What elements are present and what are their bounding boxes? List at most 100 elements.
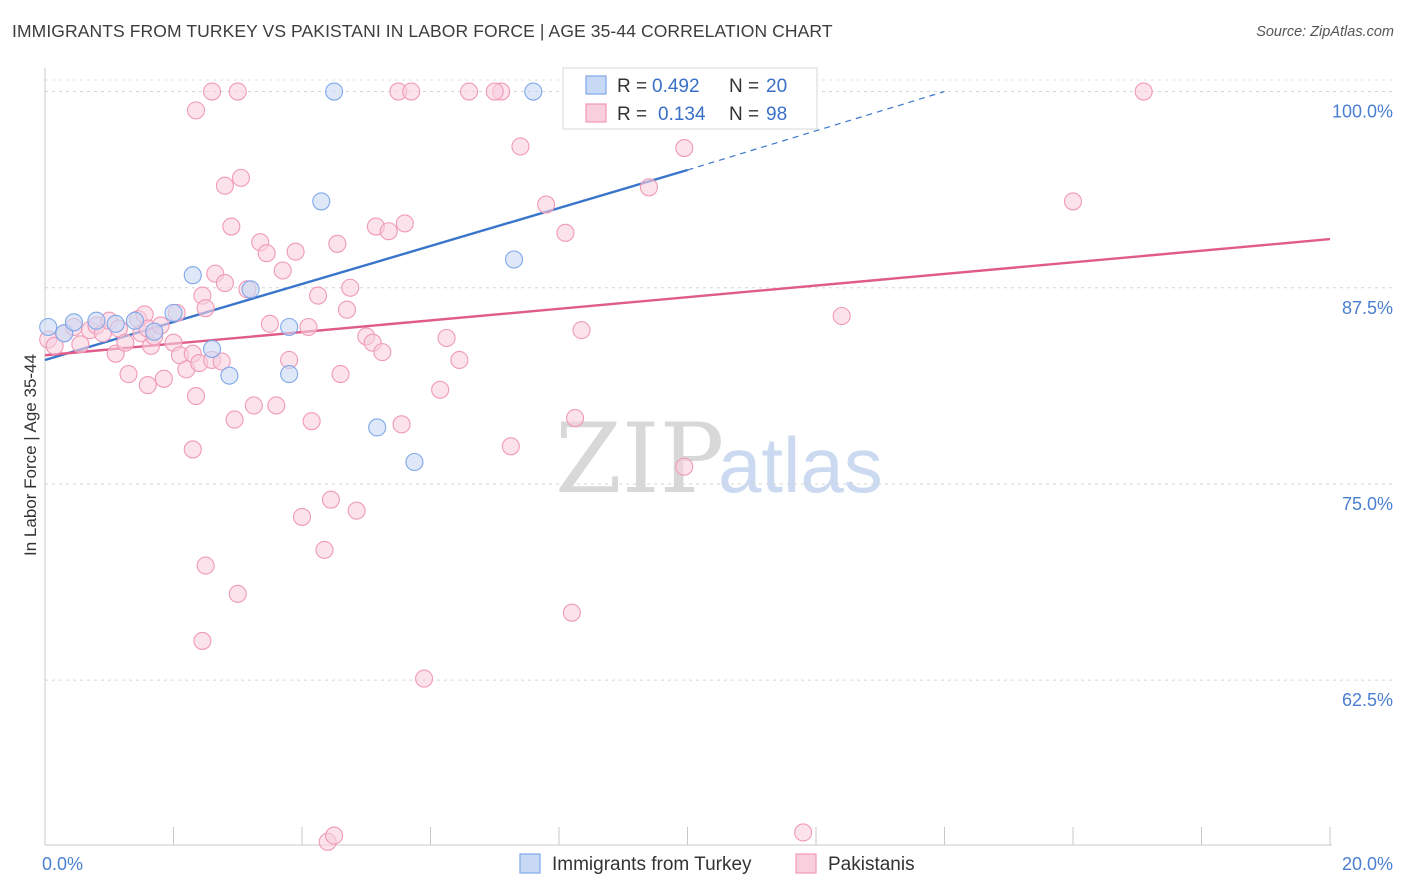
data-points [39,82,1153,851]
point-pakistanis-66 [450,350,469,370]
point-pakistanis-45 [286,242,305,261]
point-pakistanis-41 [260,314,279,333]
point-turkey-11 [241,280,260,299]
legend-swatch-turkey [585,75,607,95]
point-pakistanis-83 [186,101,206,120]
tick-labels: 100.0% 87.5% 75.0% 62.5% 0.0% 20.0% [42,102,1393,874]
point-turkey-15 [325,82,344,101]
point-turkey-5 [125,311,144,330]
trend-line-1 [44,237,1331,357]
point-pakistanis-11 [116,333,135,352]
point-pakistanis-62 [392,415,411,434]
point-turkey-12 [280,365,299,384]
point-pakistanis-75 [639,178,659,197]
point-pakistanis-85 [215,176,234,195]
point-pakistanis-69 [501,437,520,456]
point-pakistanis-42 [267,396,286,415]
point-pakistanis-46 [292,507,312,526]
point-pakistanis-40 [257,244,276,263]
point-pakistanis-20 [154,369,173,388]
legend-n-label-turkey: N = [729,76,759,97]
point-turkey-14 [312,192,331,211]
y-tick-label-2: 75.0% [1342,494,1393,514]
point-pakistanis-79 [1063,192,1083,211]
point-turkey-8 [183,266,202,285]
point-turkey-4 [106,314,125,333]
point-pakistanis-49 [309,286,328,305]
point-pakistanis-77 [675,457,694,476]
point-pakistanis-12 [119,365,138,384]
legend-r-value-turkey: 0.492 [652,76,700,97]
bottom-legend-swatch-pakistanis [795,853,817,874]
y-axis-label: In Labor Force | Age 35-44 [21,354,40,556]
point-pakistanis-64 [431,380,450,399]
bottom-legend: Immigrants from Turkey Pakistanis [519,853,915,875]
point-pakistanis-54 [337,300,357,319]
point-pakistanis-36 [231,168,251,187]
point-pakistanis-96 [794,823,813,842]
point-pakistanis-91 [325,826,344,845]
point-pakistanis-81 [138,376,157,395]
point-pakistanis-89 [228,584,247,603]
point-turkey-10 [220,366,239,385]
point-pakistanis-84 [203,82,222,101]
point-pakistanis-1 [45,336,64,355]
bottom-legend-label-pakistanis: Pakistanis [828,854,915,875]
legend-n-label-pakistanis: N = [729,104,759,125]
bottom-legend-swatch-turkey [519,853,541,874]
trend-line-extension-0 [687,90,945,171]
point-pakistanis-47 [299,317,318,337]
point-pakistanis-67 [459,82,479,101]
point-pakistanis-87 [196,556,215,575]
chart-title: IMMIGRANTS FROM TURKEY VS PAKISTANI IN L… [12,21,833,41]
bottom-legend-label-turkey: Immigrants from Turkey [552,854,752,875]
point-pakistanis-32 [212,352,231,371]
point-pakistanis-52 [328,234,347,253]
point-pakistanis-29 [196,299,215,318]
legend-r-label-pakistanis: R = [617,104,647,125]
point-pakistanis-82 [183,440,202,459]
point-pakistanis-78 [832,306,851,326]
point-pakistanis-94 [485,82,504,101]
point-pakistanis-48 [302,412,321,431]
point-pakistanis-97 [402,82,421,101]
legend-r-value-pakistanis: 0.134 [658,104,706,125]
legend-r-label-turkey: R = [617,76,647,97]
point-pakistanis-72 [556,223,575,242]
point-turkey-16 [368,418,387,437]
point-turkey-18 [504,250,524,269]
point-pakistanis-50 [315,540,334,559]
point-pakistanis-26 [186,387,206,406]
axes [44,68,1332,846]
point-turkey-9 [203,339,222,359]
point-pakistanis-88 [193,631,212,650]
y-tick-label-0: 100.0% [1332,102,1393,122]
point-pakistanis-65 [437,328,456,348]
point-pakistanis-74 [572,321,591,340]
point-pakistanis-63 [395,214,414,233]
x-tick-label-min: 0.0% [42,854,83,874]
point-pakistanis-55 [341,278,360,297]
point-pakistanis-76 [675,139,694,158]
chart-source: Source: ZipAtlas.com [1256,24,1394,40]
point-turkey-7 [164,303,183,322]
legend: R = 0.492 N = 20 R = 0.134 N = 98 [562,67,818,130]
point-turkey-19 [524,82,543,101]
point-pakistanis-51 [321,490,340,509]
point-pakistanis-38 [244,396,263,415]
point-pakistanis-86 [228,82,247,101]
point-pakistanis-60 [373,343,392,362]
y-tick-label-3: 62.5% [1342,690,1393,710]
point-pakistanis-34 [222,217,241,236]
point-turkey-17 [405,452,424,472]
legend-n-value-pakistanis: 98 [766,104,787,125]
point-pakistanis-4 [71,335,90,354]
point-pakistanis-73 [566,408,585,428]
point-turkey-3 [87,311,106,330]
point-pakistanis-80 [1134,82,1153,101]
point-pakistanis-70 [511,137,530,156]
legend-swatch-pakistanis [585,103,607,123]
point-pakistanis-33 [215,273,234,293]
point-pakistanis-92 [415,669,434,688]
